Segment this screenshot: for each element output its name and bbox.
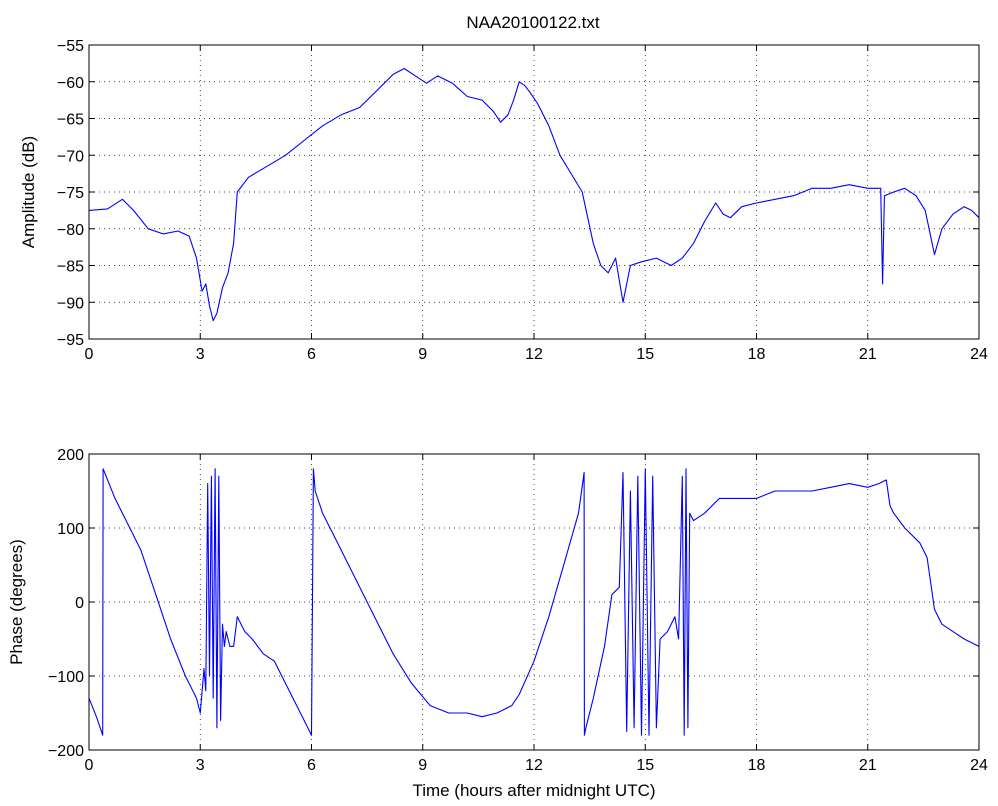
phase-y-tick-label: −200 — [48, 743, 84, 760]
phase-y-tick-label: −100 — [48, 669, 84, 686]
amplitude-grid — [89, 45, 979, 339]
phase-x-tick-label: 9 — [418, 757, 427, 774]
amplitude-x-tick-label: 12 — [525, 346, 543, 363]
phase-x-tick-label: 24 — [970, 757, 988, 774]
amplitude-x-tick-label: 9 — [418, 346, 427, 363]
figure-title: NAA20100122.txt — [466, 13, 600, 32]
amplitude-series-line — [88, 67, 980, 322]
amplitude-x-tick-label: 3 — [196, 346, 205, 363]
phase-series-line — [88, 468, 980, 736]
phase-x-tick-label: 0 — [85, 757, 94, 774]
amplitude-y-tick-label: −75 — [57, 185, 84, 202]
phase-x-tick-label: 12 — [525, 757, 543, 774]
phase-x-tick-label: 18 — [748, 757, 766, 774]
phase-series — [88, 468, 980, 736]
amplitude-y-tick-label: −80 — [57, 222, 84, 239]
amplitude-y-axis-label: Amplitude (dB) — [19, 136, 38, 248]
amplitude-x-tick-label: 15 — [636, 346, 654, 363]
phase-x-tick-label: 3 — [196, 757, 205, 774]
phase-y-axis-label: Phase (degrees) — [7, 539, 26, 665]
amplitude-y-tick-label: −90 — [57, 295, 84, 312]
amplitude-y-tick-label: −60 — [57, 75, 84, 92]
amplitude-plot: 0 3 6 9 12 15 18 21 24 −95 −90 −85 −80 −75 −70 −65 −60 −5… — [19, 38, 988, 363]
amplitude-y-tick-label: −70 — [57, 148, 84, 165]
phase-x-tick-label: 15 — [636, 757, 654, 774]
amplitude-y-tick-label: −85 — [57, 259, 84, 276]
amplitude-y-tick-label: −65 — [57, 112, 84, 129]
amplitude-ticks: 0 3 6 9 12 15 18 21 24 −95 −90 −85 −80 −75 −70 −65 −60 −5… — [57, 38, 988, 363]
phase-y-tick-label: 0 — [75, 595, 84, 612]
phase-grid — [89, 454, 979, 750]
amplitude-y-tick-label: −95 — [57, 332, 84, 349]
amplitude-y-tick-label: −55 — [57, 38, 84, 55]
phase-x-tick-label: 21 — [859, 757, 877, 774]
phase-x-tick-label: 6 — [307, 757, 316, 774]
phase-x-axis-label: Time (hours after midnight UTC) — [412, 781, 655, 800]
amplitude-series — [88, 67, 980, 322]
phase-plot: 0 3 6 9 12 15 18 21 24 −200 −100 0 100 200 Phase (deg… — [7, 447, 988, 800]
amplitude-x-tick-label: 6 — [307, 346, 316, 363]
amplitude-x-tick-label: 0 — [85, 346, 94, 363]
amplitude-x-tick-label: 24 — [970, 346, 988, 363]
amplitude-x-tick-label: 18 — [748, 346, 766, 363]
phase-y-tick-label: 200 — [57, 447, 84, 464]
phase-y-tick-label: 100 — [57, 521, 84, 538]
amplitude-x-tick-label: 21 — [859, 346, 877, 363]
phase-ticks: 0 3 6 9 12 15 18 21 24 −200 −100 0 100 200 — [48, 447, 988, 774]
